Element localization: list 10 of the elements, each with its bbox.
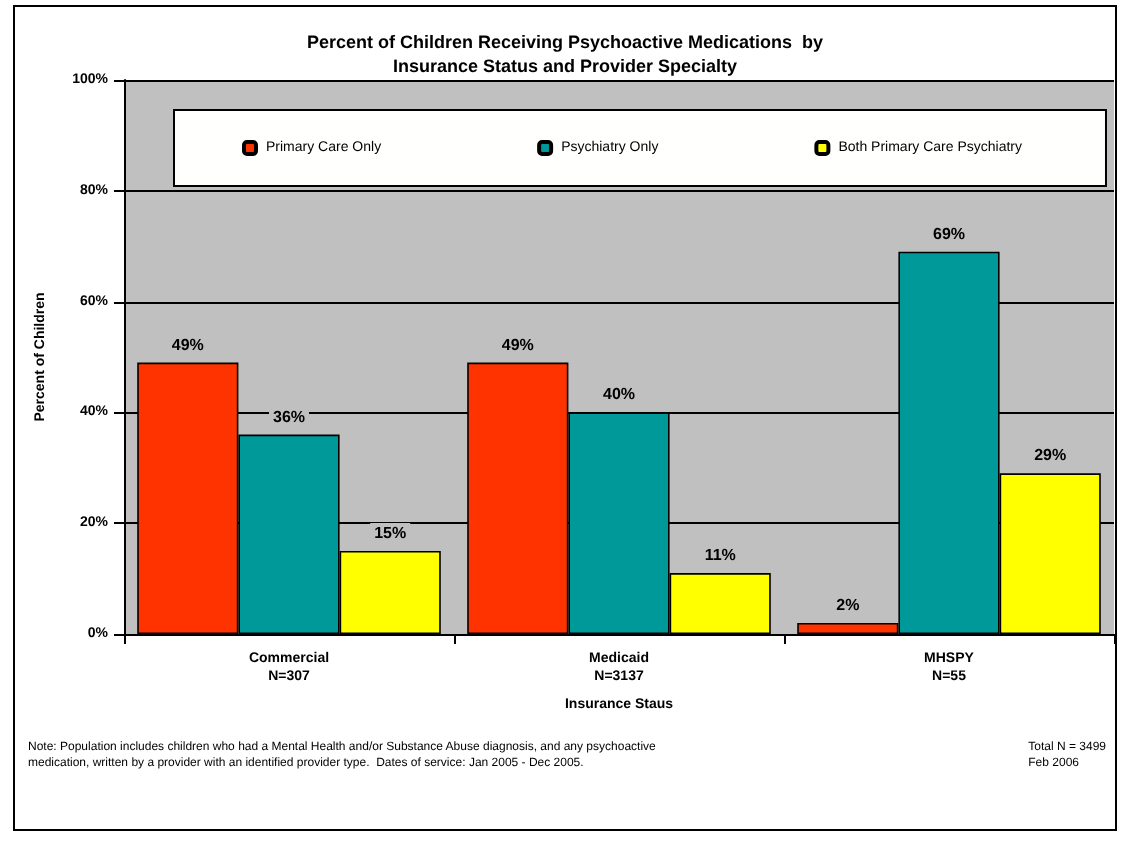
data-label: 15% (374, 523, 407, 542)
data-label: 69% (932, 224, 966, 243)
data-label: 40% (602, 385, 636, 404)
data-label: 11% (704, 546, 736, 565)
data-label: 2% (836, 595, 860, 614)
data-label: 49% (171, 335, 204, 354)
data-label: 36% (272, 407, 306, 426)
chart-title: Percent of Children Receiving Psychoactive Medications by Insurance Status and Provider Specialty (306, 32, 824, 76)
data-label: 29% (1034, 446, 1067, 465)
data-label: 49% (501, 335, 534, 354)
